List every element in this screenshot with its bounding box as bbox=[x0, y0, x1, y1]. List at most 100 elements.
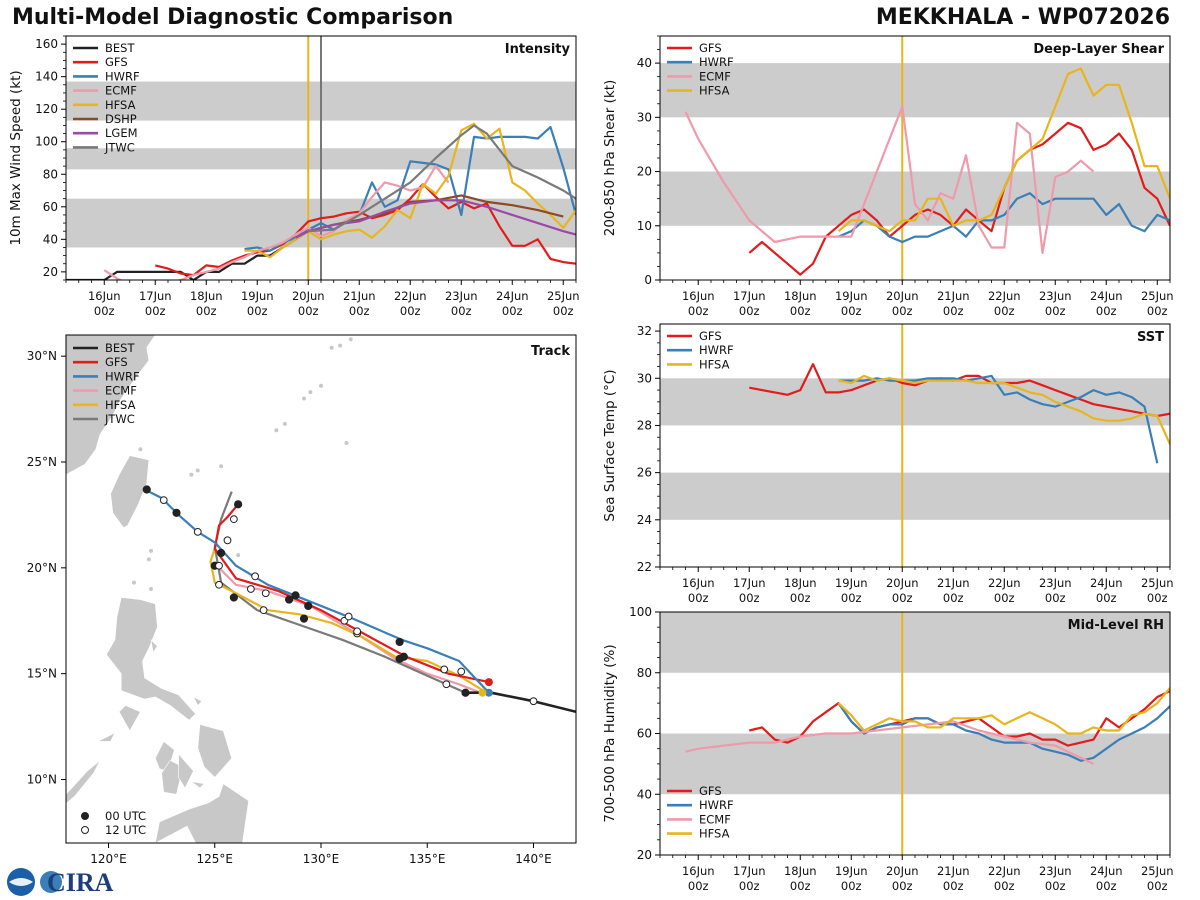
marker-00utc bbox=[229, 593, 238, 602]
x-tick-label-date: 22Jun bbox=[988, 864, 1021, 878]
y-axis-label: 10m Max Wind Speed (kt) bbox=[8, 70, 24, 245]
marker-12utc bbox=[251, 572, 260, 581]
x-tick-label-hour: 00z bbox=[994, 304, 1015, 318]
legend-label: HWRF bbox=[699, 343, 734, 357]
x-tick-label-hour: 00z bbox=[1096, 879, 1117, 893]
x-tick-label-hour: 00z bbox=[94, 304, 115, 318]
small-island bbox=[138, 447, 143, 452]
y-tick-label: 28 bbox=[637, 418, 652, 432]
legend-label: BEST bbox=[105, 41, 135, 55]
landmass bbox=[66, 335, 156, 476]
small-island bbox=[274, 428, 279, 433]
marker-12utc bbox=[193, 527, 202, 536]
lat-tick-label: 25°N bbox=[27, 455, 57, 469]
legend-label: GFS bbox=[699, 784, 722, 798]
y-axis-label: Sea Surface Temp (°C) bbox=[602, 369, 618, 521]
small-island bbox=[195, 468, 200, 473]
track-line-best bbox=[465, 691, 576, 714]
legend-label: DSHP bbox=[105, 112, 137, 126]
series-line-ecmf bbox=[103, 165, 450, 280]
x-tick-label-date: 18Jun bbox=[190, 289, 223, 303]
marker-00utc bbox=[395, 637, 404, 647]
panel-sst: 22242628303216Jun00z17Jun00z18Jun00z19Ju… bbox=[602, 323, 1174, 605]
panel-title: Track bbox=[531, 344, 570, 359]
x-tick-label-date: 16Jun bbox=[682, 289, 715, 303]
x-tick-label-date: 18Jun bbox=[784, 576, 817, 590]
map-frame bbox=[65, 334, 577, 844]
series-line-hfsa bbox=[837, 687, 1170, 735]
x-tick-label-hour: 00z bbox=[1147, 591, 1168, 605]
x-tick-label-hour: 00z bbox=[400, 304, 421, 318]
marker-legend-symbol bbox=[81, 826, 89, 834]
x-tick-label-date: 20Jun bbox=[886, 576, 919, 590]
marker-legend-symbol bbox=[81, 812, 89, 820]
x-tick-label-date: 20Jun bbox=[886, 289, 919, 303]
x-tick-label-date: 16Jun bbox=[682, 576, 715, 590]
y-tick-label: 0 bbox=[644, 273, 652, 287]
x-tick-label-hour: 00z bbox=[451, 304, 472, 318]
marker-00utc bbox=[142, 485, 151, 494]
x-tick-label-date: 24Jun bbox=[1090, 289, 1123, 303]
x-tick-label-date: 16Jun bbox=[682, 864, 715, 878]
small-island bbox=[146, 557, 151, 562]
legend-label: HFSA bbox=[699, 827, 730, 841]
marker-12utc bbox=[215, 561, 223, 570]
track-line-ecmf bbox=[218, 567, 481, 694]
series-line-lgem bbox=[295, 199, 576, 239]
x-tick-label-date: 21Jun bbox=[937, 576, 970, 590]
landmass bbox=[178, 753, 194, 789]
x-tick-label-date: 24Jun bbox=[1090, 864, 1123, 878]
x-tick-label-hour: 00z bbox=[1096, 304, 1117, 318]
marker-00utc bbox=[172, 508, 181, 517]
x-tick-label-date: 17Jun bbox=[733, 289, 766, 303]
y-tick-label: 30 bbox=[637, 110, 652, 124]
x-tick-label-hour: 00z bbox=[349, 304, 370, 318]
small-island bbox=[319, 383, 323, 388]
marker-00utc bbox=[461, 688, 470, 697]
legend-label: HWRF bbox=[105, 69, 140, 83]
small-island bbox=[344, 440, 349, 445]
track-line-hwrf bbox=[144, 488, 490, 694]
y-tick-label: 40 bbox=[637, 56, 652, 70]
marker-12utc bbox=[353, 627, 362, 636]
cira-logo: CIRA bbox=[7, 868, 114, 897]
x-tick-label-date: 16Jun bbox=[88, 289, 121, 303]
marker-12utc bbox=[246, 585, 255, 593]
legend-label: GFS bbox=[699, 329, 722, 343]
series-line-gfs bbox=[155, 182, 576, 277]
land-group bbox=[66, 335, 353, 843]
legend-label: HWRF bbox=[699, 55, 734, 69]
marker-12utc bbox=[223, 536, 232, 545]
lon-tick-label: 130°E bbox=[303, 852, 340, 866]
x-tick-label-hour: 00z bbox=[196, 304, 217, 318]
x-tick-label-hour: 00z bbox=[841, 591, 862, 605]
panel-title: SST bbox=[1137, 330, 1164, 345]
lat-tick-label: 10°N bbox=[27, 773, 57, 787]
x-tick-label-hour: 00z bbox=[1147, 304, 1168, 318]
storm-name: MEKKHALA - WP072026 bbox=[875, 5, 1170, 30]
x-tick-label-date: 22Jun bbox=[988, 576, 1021, 590]
lon-tick-label: 125°E bbox=[197, 852, 234, 866]
marker-12utc bbox=[440, 665, 449, 674]
x-tick-label-date: 23Jun bbox=[445, 289, 478, 303]
y-tick-label: 100 bbox=[629, 605, 652, 619]
series-line-hwrf bbox=[838, 374, 1159, 464]
x-tick-label-hour: 00z bbox=[1045, 879, 1066, 893]
track-line-gfs bbox=[213, 503, 490, 684]
landmass bbox=[110, 455, 150, 528]
x-tick-label-hour: 00z bbox=[145, 304, 166, 318]
panel-title: Deep-Layer Shear bbox=[1033, 42, 1164, 57]
x-tick-label-date: 24Jun bbox=[496, 289, 529, 303]
marker-00utc bbox=[234, 500, 243, 509]
globe-icon bbox=[40, 871, 62, 893]
x-tick-label-date: 21Jun bbox=[343, 289, 376, 303]
landmass bbox=[118, 705, 141, 732]
small-island bbox=[308, 390, 313, 395]
series-group bbox=[685, 687, 1170, 765]
x-tick-label-hour: 00z bbox=[502, 304, 523, 318]
tracks-group bbox=[142, 485, 576, 714]
x-tick-label-hour: 00z bbox=[739, 591, 760, 605]
track-line-hfsa bbox=[209, 542, 488, 694]
landmass bbox=[192, 696, 203, 706]
panel-intensity: 2040608010012014016016Jun00z17Jun00z18Ju… bbox=[8, 35, 580, 318]
